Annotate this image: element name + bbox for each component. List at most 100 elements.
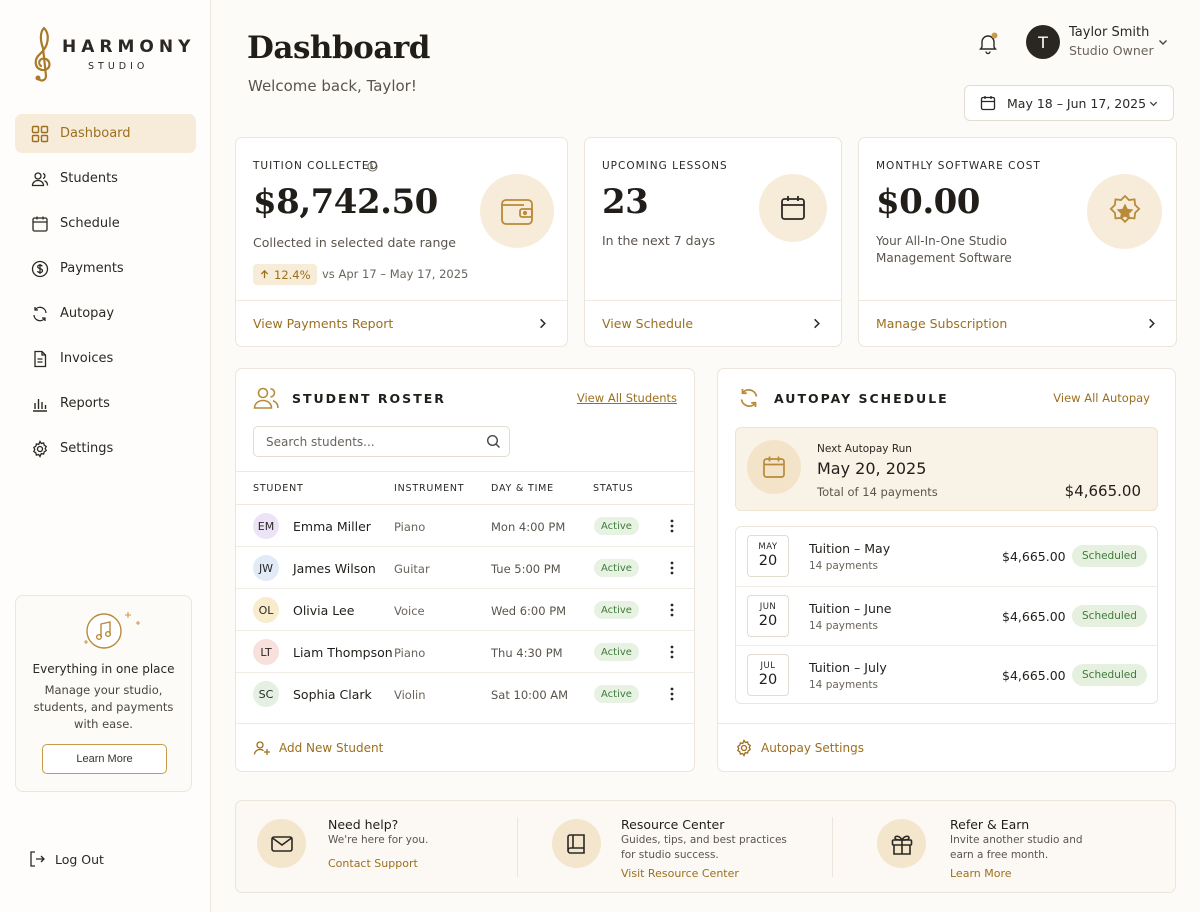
- brand-logo[interactable]: HARMONY STUDIO: [30, 24, 195, 84]
- schedule-amount: $4,665.00: [1002, 609, 1066, 624]
- trend-badge: 12.4%: [253, 264, 317, 285]
- sidebar-item-label: Reports: [60, 396, 110, 411]
- search-icon[interactable]: [486, 434, 501, 449]
- more-options-icon[interactable]: [666, 602, 678, 618]
- gear-icon: [32, 439, 48, 458]
- visit-resource-center-link[interactable]: Visit Resource Center: [621, 867, 739, 880]
- autopay-settings-button[interactable]: Autopay Settings: [735, 739, 864, 757]
- autopay-list: MAY 20 Tuition – May 14 payments $4,665.…: [735, 526, 1158, 704]
- roster-title: STUDENT ROSTER: [292, 391, 446, 406]
- table-row[interactable]: OL Olivia Lee Voice Wed 6:00 PM Active: [236, 589, 694, 631]
- column-header[interactable]: DAY & TIME: [491, 483, 554, 494]
- table-row[interactable]: SC Sophia Clark Violin Sat 10:00 AM Acti…: [236, 673, 694, 715]
- users-icon: [253, 387, 279, 409]
- next-autopay-run[interactable]: Next Autopay Run May 20, 2025 Total of 1…: [735, 427, 1158, 511]
- grid-icon: [31, 125, 49, 142]
- more-options-icon[interactable]: [666, 560, 678, 576]
- software-sub: Your All-In-One Studio Management Softwa…: [876, 234, 1012, 265]
- table-row[interactable]: JW James Wilson Guitar Tue 5:00 PM Activ…: [236, 547, 694, 589]
- search-input[interactable]: [253, 426, 510, 457]
- add-new-student-button[interactable]: Add New Student: [253, 739, 383, 757]
- sidebar-item-label: Payments: [60, 261, 124, 276]
- student-name[interactable]: Liam Thompson: [293, 645, 393, 660]
- page-title: Dashboard: [247, 30, 430, 66]
- info-icon[interactable]: [367, 161, 378, 172]
- autopay-title: AUTOPAY SCHEDULE: [774, 391, 949, 406]
- student-name[interactable]: Emma Miller: [293, 519, 371, 534]
- tuition-label: TUITION COLLECTED: [253, 160, 379, 172]
- manage-subscription-link[interactable]: Manage Subscription: [859, 300, 1176, 346]
- bell-icon[interactable]: [976, 31, 1000, 55]
- sidebar-item-students[interactable]: Students: [15, 159, 196, 198]
- date-day: 20: [758, 613, 778, 629]
- more-options-icon[interactable]: [666, 518, 678, 534]
- column-header[interactable]: STATUS: [593, 483, 634, 494]
- sidebar-item-autopay[interactable]: Autopay: [15, 294, 196, 333]
- more-options-icon[interactable]: [666, 686, 678, 702]
- date-month: MAY: [758, 542, 778, 552]
- list-item[interactable]: JUL 20 Tuition – July 14 payments $4,665…: [736, 645, 1157, 704]
- student-name[interactable]: Olivia Lee: [293, 603, 355, 618]
- sidebar-item-dashboard[interactable]: Dashboard: [15, 114, 196, 153]
- sidebar-item-label: Dashboard: [60, 126, 131, 141]
- user-name[interactable]: Taylor Smith: [1069, 25, 1150, 40]
- next-run-date: May 20, 2025: [817, 459, 927, 478]
- status-badge: Scheduled: [1072, 664, 1147, 686]
- column-header[interactable]: STUDENT: [253, 483, 304, 494]
- table-row[interactable]: EM Emma Miller Piano Mon 4:00 PM Active: [236, 505, 694, 547]
- table-row[interactable]: LT Liam Thompson Piano Thu 4:30 PM Activ…: [236, 631, 694, 673]
- schedule-sub: 14 payments: [809, 620, 878, 632]
- sidebar-item-invoices[interactable]: Invoices: [15, 339, 196, 378]
- view-schedule-link[interactable]: View Schedule: [585, 300, 841, 346]
- promo-title: Everything in one place: [32, 662, 175, 676]
- list-item[interactable]: JUN 20 Tuition – June 14 payments $4,665…: [736, 586, 1157, 645]
- learn-more-button[interactable]: Learn More: [42, 744, 167, 774]
- list-item[interactable]: MAY 20 Tuition – May 14 payments $4,665.…: [736, 527, 1157, 586]
- refresh-icon: [740, 389, 758, 407]
- student-instrument: Piano: [394, 520, 426, 534]
- help-title: Resource Center: [621, 817, 725, 832]
- tuition-value: $8,742.50: [253, 182, 438, 222]
- logout-button[interactable]: Log Out: [28, 850, 104, 868]
- dollar-circle-icon: [31, 260, 49, 277]
- sidebar-item-label: Schedule: [60, 216, 120, 231]
- refer-learn-more-link[interactable]: Learn More: [950, 867, 1012, 880]
- arrow-up-icon: [260, 269, 269, 279]
- student-instrument: Guitar: [394, 562, 430, 576]
- calendar-icon: [32, 216, 48, 232]
- mail-icon-circle: [257, 819, 306, 868]
- date-range-value: May 18 – Jun 17, 2025: [1007, 95, 1147, 111]
- next-run-label: Next Autopay Run: [817, 443, 912, 455]
- date-range-picker[interactable]: May 18 – Jun 17, 2025: [964, 85, 1174, 121]
- status-badge: Active: [594, 517, 639, 535]
- avatar[interactable]: T: [1026, 25, 1060, 59]
- date-month: JUN: [759, 602, 777, 612]
- student-name[interactable]: James Wilson: [293, 561, 376, 576]
- student-name[interactable]: Sophia Clark: [293, 687, 372, 702]
- calendar-icon: [980, 96, 996, 111]
- sidebar-item-payments[interactable]: Payments: [15, 249, 196, 288]
- sidebar-item-settings[interactable]: Settings: [15, 429, 196, 468]
- view-all-autopay-link[interactable]: View All Autopay: [1053, 391, 1150, 405]
- view-payments-report-link[interactable]: View Payments Report: [236, 300, 567, 346]
- brand-name: HARMONY: [62, 36, 196, 57]
- view-all-students-link[interactable]: View All Students: [576, 391, 677, 405]
- sidebar-item-reports[interactable]: Reports: [15, 384, 196, 423]
- sidebar-item-schedule[interactable]: Schedule: [15, 204, 196, 243]
- student-time: Sat 10:00 AM: [491, 688, 569, 702]
- student-time: Tue 5:00 PM: [491, 562, 561, 576]
- software-cost-card: MONTHLY SOFTWARE COST $0.00 Your All-In-…: [858, 137, 1177, 347]
- lessons-value: 23: [602, 182, 649, 222]
- chevron-right-icon: [540, 318, 546, 329]
- column-header[interactable]: INSTRUMENT: [394, 483, 465, 494]
- trend-compare: vs Apr 17 – May 17, 2025: [322, 267, 469, 281]
- contact-support-link[interactable]: Contact Support: [328, 857, 418, 870]
- chevron-down-icon[interactable]: [1157, 36, 1169, 48]
- more-options-icon[interactable]: [666, 644, 678, 660]
- lessons-label: UPCOMING LESSONS: [602, 160, 728, 172]
- schedule-sub: 14 payments: [809, 560, 878, 572]
- sidebar-nav: Dashboard Students Schedule Payments Aut…: [15, 114, 196, 474]
- sidebar: HARMONY STUDIO Dashboard Students Schedu…: [0, 0, 211, 912]
- lessons-sub: In the next 7 days: [602, 233, 716, 248]
- sidebar-item-label: Students: [60, 171, 118, 186]
